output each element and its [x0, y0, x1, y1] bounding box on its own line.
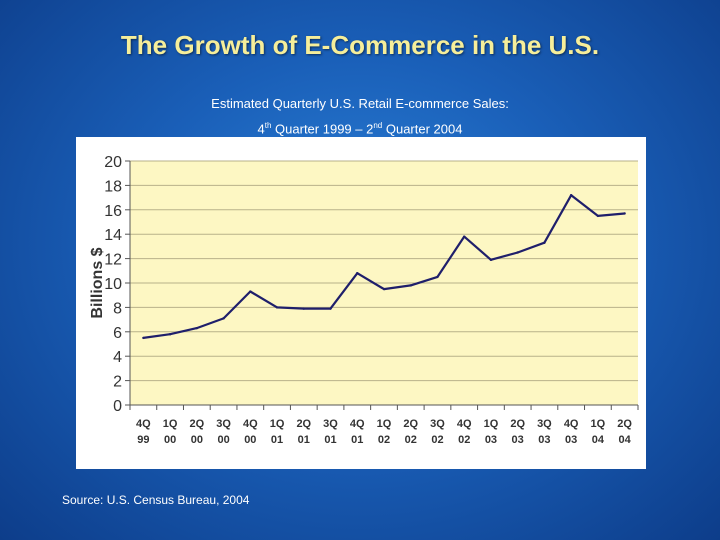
- data-point: [569, 193, 573, 197]
- data-point: [489, 258, 493, 262]
- data-point: [382, 287, 386, 291]
- x-tick-label: 04: [592, 434, 605, 446]
- y-tick-label: 16: [104, 203, 122, 220]
- x-tick-label: 04: [619, 434, 632, 446]
- x-tick-label: 4Q: [136, 418, 151, 430]
- data-point: [275, 306, 279, 309]
- x-tick-label: 03: [485, 434, 497, 446]
- x-tick-label: 00: [191, 434, 203, 446]
- x-tick-label: 99: [137, 434, 149, 446]
- line-chart: 024681012141618204Q991Q002Q003Q004Q001Q0…: [89, 154, 639, 446]
- x-tick-label: 03: [512, 434, 524, 446]
- slide-title: The Growth of E-Commerce in the U.S.: [120, 30, 600, 60]
- y-tick-label: 10: [104, 276, 122, 293]
- x-tick-label: 1Q: [270, 418, 285, 430]
- data-point: [596, 214, 600, 218]
- x-tick-label: 01: [324, 434, 336, 446]
- data-point: [302, 307, 305, 310]
- y-tick-label: 14: [104, 227, 122, 244]
- x-tick-label: 2Q: [296, 418, 311, 430]
- x-tick-label: 3Q: [216, 418, 231, 430]
- date-range-ordinal: th: [264, 121, 272, 130]
- x-tick-label: 1Q: [163, 418, 178, 430]
- y-tick-label: 6: [113, 325, 122, 342]
- source-note: Source: U.S. Census Bureau, 2004: [62, 493, 250, 507]
- x-tick-label: 3Q: [537, 418, 552, 430]
- x-tick-label: 01: [351, 434, 363, 446]
- x-tick-label: 03: [565, 434, 577, 446]
- data-point: [409, 284, 412, 287]
- chart-panel: 0 2 4 6 8 10 12 14 16 18 20 4Q 99 1Q 00 2Q 00 3Q 00 4Q 00 1Q 0…: [76, 137, 646, 469]
- date-range-part: Quarter 1999 – 2: [271, 121, 374, 137]
- data-point: [356, 272, 359, 275]
- date-range-part: 4: [257, 121, 265, 137]
- x-tick-label: 03: [538, 434, 550, 446]
- x-tick-label: 4Q: [243, 418, 258, 430]
- chart-subtitle: Estimated Quarterly U.S. Retail E-commer…: [211, 96, 509, 111]
- x-tick-label: 2Q: [510, 418, 525, 430]
- x-tick-label: 2Q: [403, 418, 418, 430]
- data-point: [329, 307, 332, 310]
- x-tick-label: 3Q: [430, 418, 445, 430]
- y-tick-label: 2: [113, 374, 122, 391]
- y-tick-label: 18: [104, 178, 122, 195]
- data-point: [168, 333, 172, 336]
- data-point: [543, 241, 546, 244]
- y-tick-label: 4: [113, 349, 122, 366]
- x-tick-label: 02: [405, 434, 417, 446]
- data-point: [463, 235, 466, 238]
- x-tick-label: 2Q: [617, 418, 632, 430]
- data-point: [249, 290, 252, 293]
- data-point: [222, 317, 225, 320]
- x-tick-label: 01: [271, 434, 283, 446]
- x-tick-label: 2Q: [189, 418, 204, 430]
- x-tick-label: 4Q: [457, 418, 472, 430]
- x-tick-label: 00: [164, 434, 176, 446]
- x-tick-label: 01: [298, 434, 310, 446]
- x-tick-label: 00: [244, 434, 256, 446]
- y-tick-label: 12: [104, 252, 122, 269]
- x-tick-label: 3Q: [323, 418, 338, 430]
- y-tick-label: 8: [113, 300, 122, 317]
- x-tick-label: 1Q: [591, 418, 606, 430]
- x-tick-label: 4Q: [350, 418, 365, 430]
- x-tick-label: 4Q: [564, 418, 579, 430]
- date-range-part: Quarter 2004: [382, 121, 463, 137]
- x-tick-label: 1Q: [377, 418, 392, 430]
- x-tick-label: 1Q: [484, 418, 499, 430]
- data-point: [195, 326, 199, 330]
- y-tick-label: 0: [113, 398, 122, 415]
- data-point: [623, 212, 626, 215]
- chart-date-range: 4th Quarter 1999 – 2nd Quarter 2004: [0, 121, 720, 136]
- y-tick-label: 20: [104, 154, 122, 171]
- date-range-ordinal: nd: [373, 121, 383, 130]
- x-tick-label: 02: [378, 434, 390, 446]
- x-tick-label: 02: [458, 434, 470, 446]
- data-point: [142, 336, 145, 340]
- y-axis-label: Billions $: [89, 247, 106, 318]
- data-point: [516, 251, 519, 254]
- data-point: [436, 275, 439, 279]
- x-tick-label: 00: [217, 434, 229, 446]
- x-tick-label: 02: [431, 434, 443, 446]
